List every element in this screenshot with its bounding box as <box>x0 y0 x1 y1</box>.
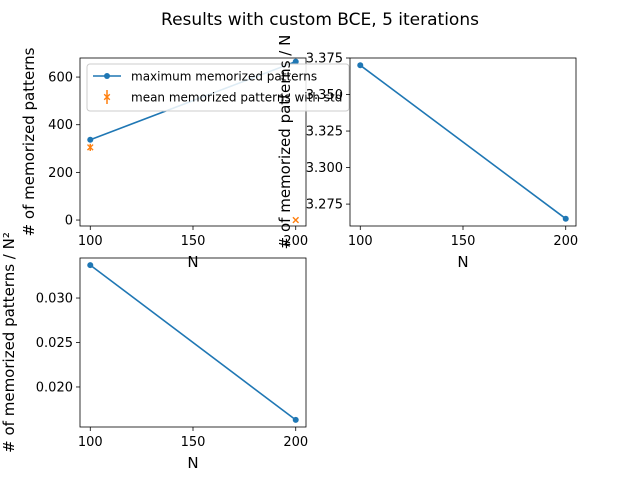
axes-frame <box>79 57 307 227</box>
y-tick-label: 0.030 <box>36 292 73 307</box>
y-tick-label: 0 <box>65 214 73 229</box>
y-tick-label: 0.025 <box>36 336 73 351</box>
legend-x-marker <box>103 93 111 101</box>
subplot-2: 100 150 200 3.275 3.300 3.325 3.350 3.375 N # of … <box>276 35 578 271</box>
y-axis-label: # of memorized patterns <box>20 47 38 236</box>
data-point <box>562 215 569 222</box>
x-tick-label: 100 <box>348 234 373 249</box>
data-point <box>292 416 299 423</box>
y-tick-label: 600 <box>48 71 73 86</box>
legend-label: mean memorized patterns with std <box>131 91 342 105</box>
y-tick-label: 0.020 <box>36 380 73 395</box>
y-tick-label: 3.325 <box>306 125 343 140</box>
y-axis-label: # of memorized patterns / N <box>276 35 294 250</box>
x-tick-label: 100 <box>78 435 103 450</box>
y-tick-label: 3.350 <box>306 88 343 103</box>
data-point-mean <box>86 144 94 151</box>
x-tick-label: 150 <box>451 234 476 249</box>
data-point <box>87 136 94 143</box>
legend-frame <box>86 63 350 112</box>
y-tick-label: 3.375 <box>306 52 343 67</box>
y-tick-label: 3.300 <box>306 161 343 176</box>
figure-title: Results with custom BCE, 5 iterations <box>161 10 479 30</box>
series-line <box>359 64 567 220</box>
y-axis-label: # of memorized patterns / N² <box>0 232 18 453</box>
legend: maximum memorized patterns mean memorized… <box>86 63 350 112</box>
data-point-mean <box>292 216 300 224</box>
x-tick-label: 150 <box>181 234 206 249</box>
x-tick-label: 200 <box>283 435 308 450</box>
axes-frame <box>79 257 307 428</box>
x-tick-label: 100 <box>78 234 103 249</box>
legend-label: maximum memorized patterns <box>131 70 317 84</box>
y-tick-label: 400 <box>48 118 73 133</box>
x-tick-label: 200 <box>283 234 308 249</box>
data-point <box>292 58 299 65</box>
subplot-1: 100 150 200 0 200 400 600 N # of memorized patte… <box>20 47 350 271</box>
data-point <box>87 262 94 269</box>
x-axis-label: N <box>187 454 198 472</box>
subplot-3: 100 150 200 0.020 0.025 0.030 N # of memorized … <box>0 232 308 472</box>
series-line <box>89 264 297 421</box>
x-axis-label: N <box>187 253 198 271</box>
legend-dot-marker <box>104 73 110 79</box>
axes-frame <box>349 57 577 227</box>
y-tick-label: 200 <box>48 166 73 181</box>
x-axis-label: N <box>457 253 468 271</box>
data-point <box>357 62 364 69</box>
y-tick-label: 3.275 <box>306 198 343 213</box>
x-tick-label: 200 <box>553 234 578 249</box>
x-tick-label: 150 <box>181 435 206 450</box>
